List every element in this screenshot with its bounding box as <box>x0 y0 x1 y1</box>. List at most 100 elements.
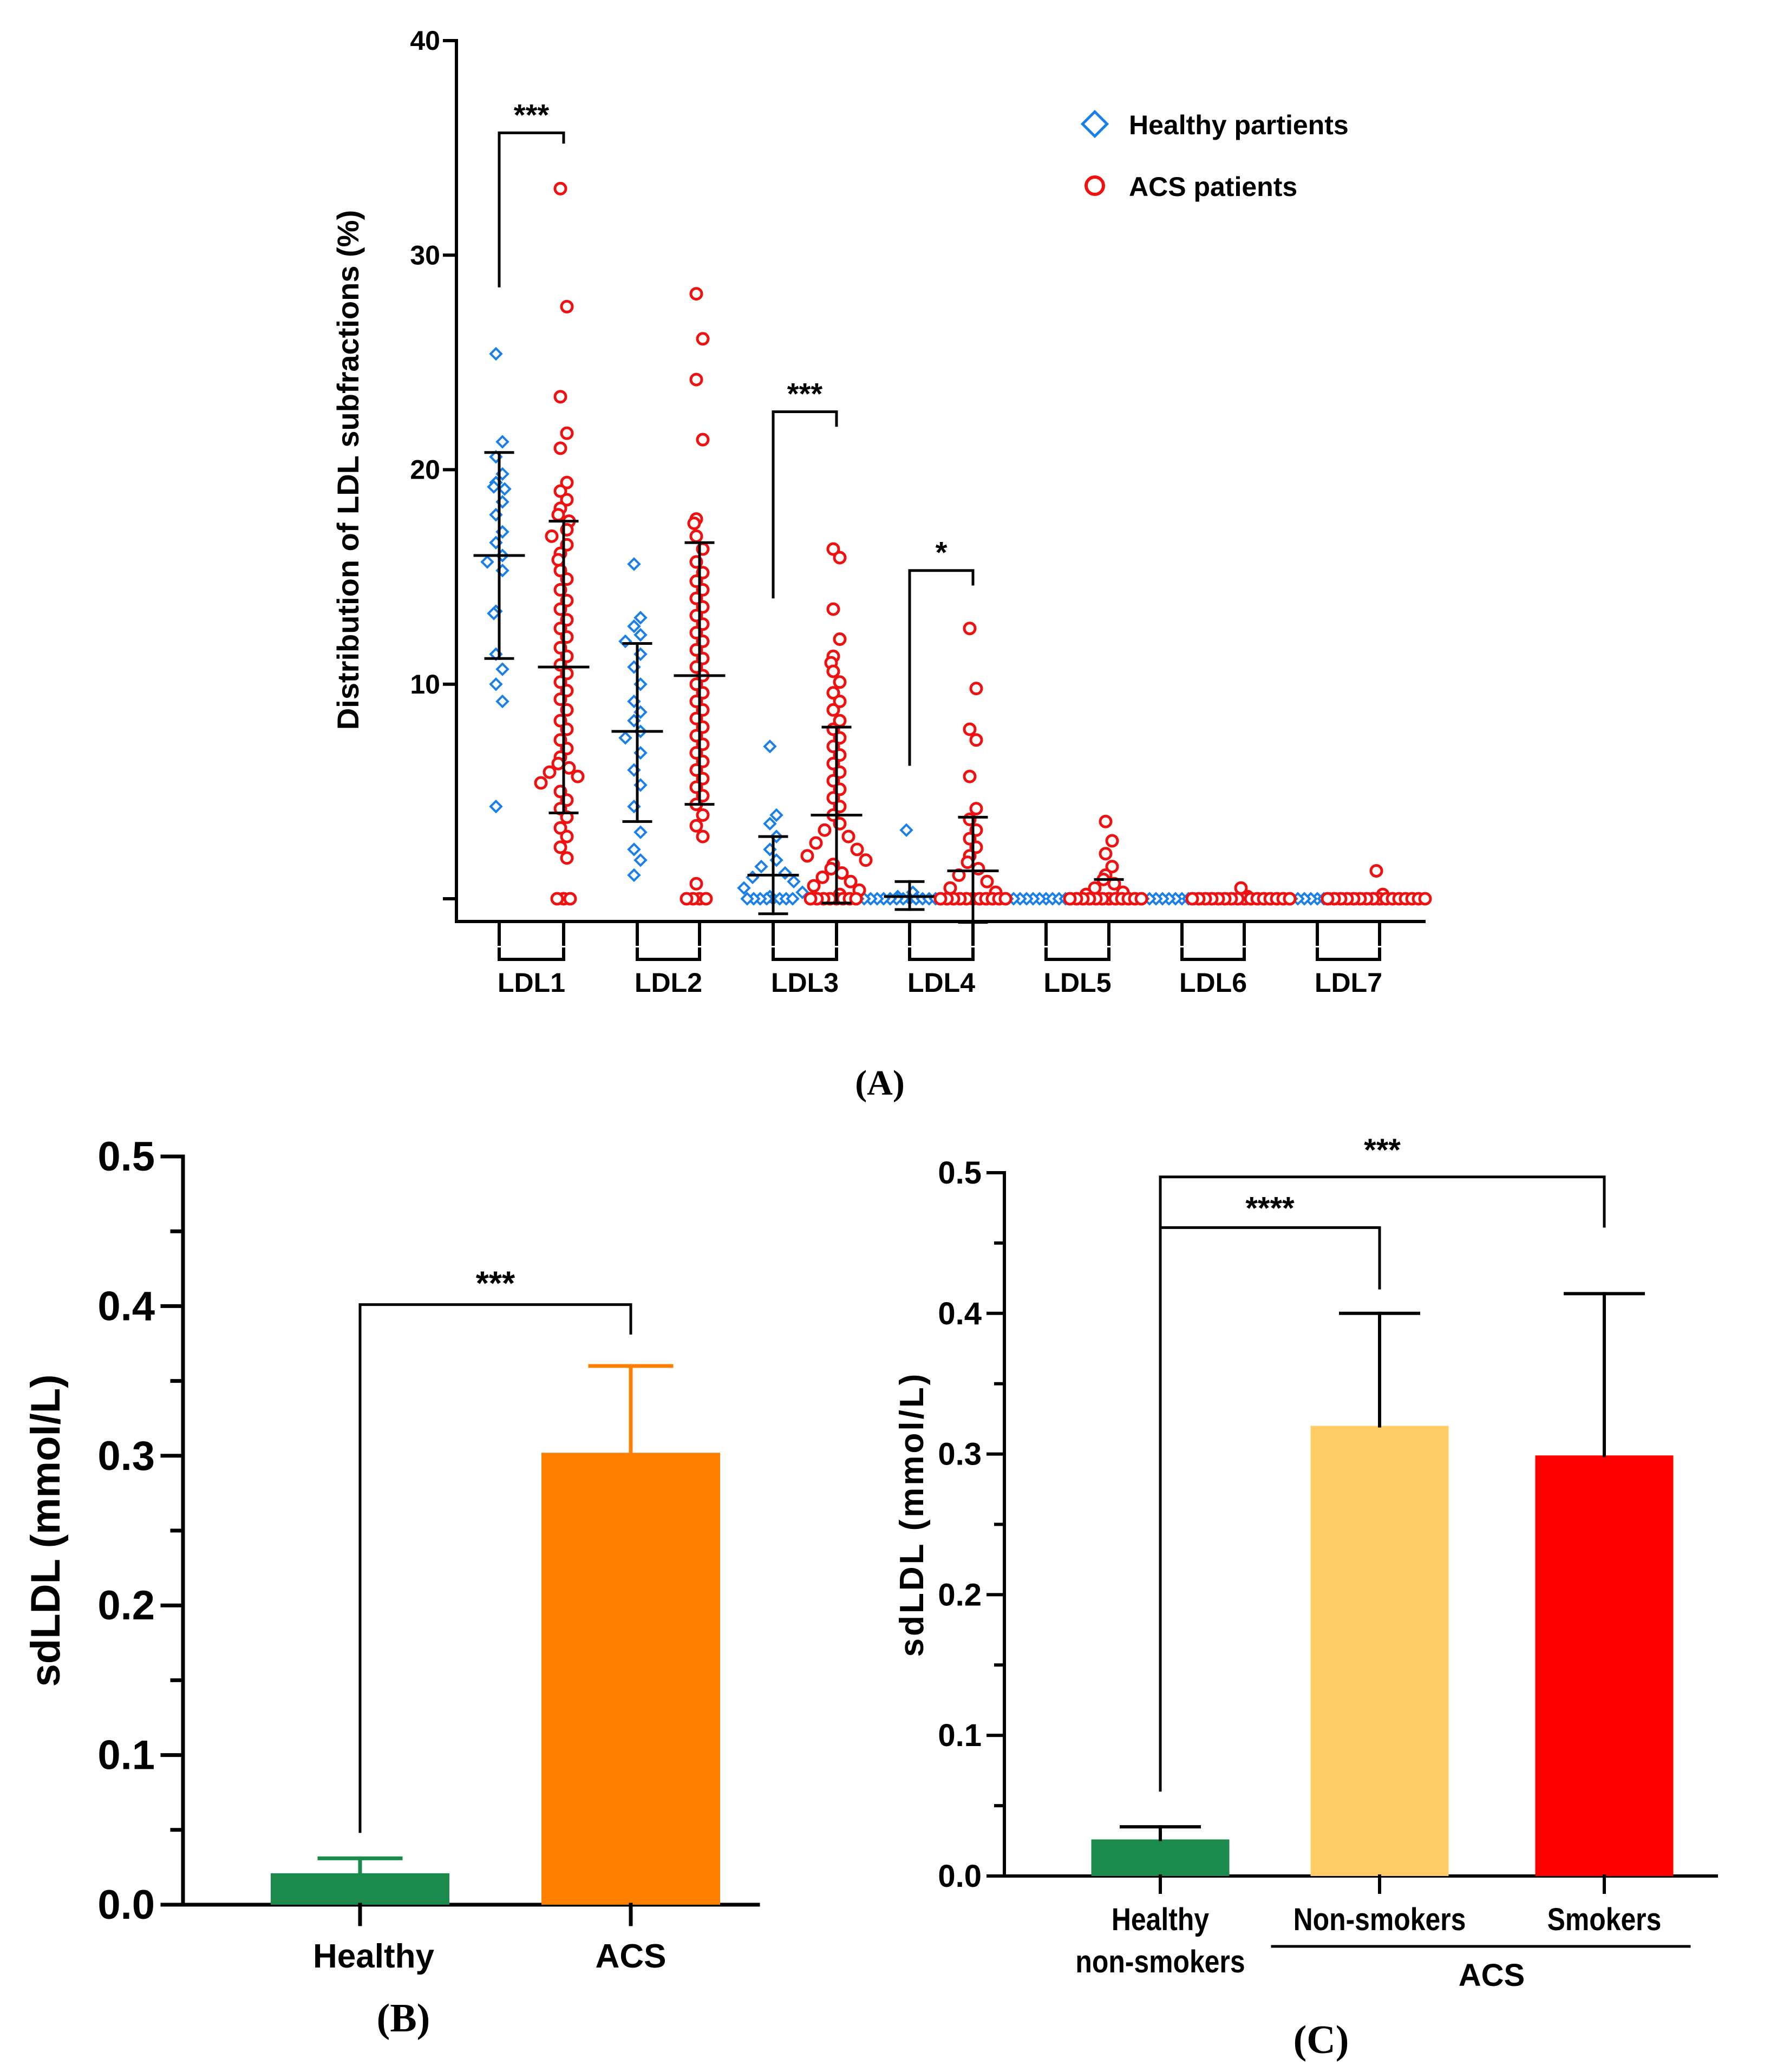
acs-data-point <box>809 836 823 850</box>
healthy-data-point <box>495 694 509 709</box>
category-bracket <box>772 947 838 961</box>
acs-data-point <box>850 842 864 857</box>
category-label-non-smokers: Non-smokers <box>1293 1903 1466 1937</box>
healthy-data-point <box>627 842 641 857</box>
y-tick-label: 30 <box>410 240 440 270</box>
y-tick-label: 0.1 <box>97 1733 155 1779</box>
acs-data-point <box>833 675 847 689</box>
significance-bracket <box>1159 1175 1606 1228</box>
acs-data-point <box>826 602 840 616</box>
panel-c-sdldl-smokers-bar-chart: 0.0 0.1 0.2 0.3 0.4 0.5 sdLDL (mmol/L) Healthy n… <box>893 1133 1718 2062</box>
acs-data-point <box>545 529 559 543</box>
significance-stars: * <box>936 535 948 570</box>
acs-data-point <box>815 870 829 884</box>
healthy-data-point <box>487 480 501 494</box>
acs-data-point <box>980 874 994 888</box>
acs-data-point <box>562 761 576 775</box>
significance-bracket <box>1159 1226 1381 1792</box>
acs-data-point <box>689 529 703 543</box>
acs-data-point <box>826 542 840 556</box>
healthy-data-point <box>633 825 648 839</box>
acs-data-point <box>859 853 873 867</box>
acs-data-point <box>1134 892 1148 906</box>
healthy-data-point <box>899 823 913 837</box>
acs-data-point <box>826 703 840 717</box>
legend-healthy-label: Healthy partients <box>1129 110 1349 140</box>
acs-data-point <box>696 829 710 844</box>
y-tick-label: 0.3 <box>97 1433 155 1479</box>
acs-data-point <box>563 892 577 906</box>
y-tick-label: 0.4 <box>938 1296 982 1331</box>
y-tick-label: 0.2 <box>938 1577 982 1612</box>
healthy-data-point <box>786 892 800 906</box>
acs-data-point <box>560 299 574 313</box>
healthy-data-point <box>633 611 648 625</box>
acs-data-point <box>689 819 703 833</box>
bar-healthy-non-smokers <box>1091 1839 1230 1876</box>
significance-stars: *** <box>787 377 823 411</box>
acs-data-point <box>841 829 855 844</box>
healthy-data-point <box>489 799 503 814</box>
significance-stars: *** <box>1364 1133 1401 1168</box>
acs-data-point <box>687 517 701 531</box>
acs-data-point <box>826 664 840 678</box>
acs-data-point <box>534 776 548 790</box>
category-label-healthy-non-smokers: non-smokers <box>1075 1945 1245 1979</box>
acs-data-point <box>833 694 847 708</box>
healthy-data-point <box>769 808 783 822</box>
y-tick-label: 0.1 <box>938 1718 982 1753</box>
category-bracket <box>498 947 565 961</box>
acs-data-point <box>803 892 818 906</box>
acs-data-point <box>969 682 983 696</box>
legend-acs-label: ACS patients <box>1129 172 1297 202</box>
healthy-data-point <box>618 634 632 649</box>
y-tick-label: 0.0 <box>938 1859 982 1894</box>
healthy-data-point <box>787 874 801 889</box>
acs-data-point <box>553 390 567 404</box>
acs-data-point <box>699 892 713 906</box>
acs-data-point <box>933 892 948 906</box>
healthy-data-point <box>740 892 754 906</box>
acs-data-point <box>969 802 983 816</box>
y-axis-title: sdLDL (mmol/L) <box>893 1372 931 1657</box>
category-bracket <box>1044 947 1110 961</box>
healthy-data-point <box>487 606 501 620</box>
acs-data-point <box>969 733 983 747</box>
acs-data-point <box>1283 892 1297 906</box>
healthy-data-point <box>498 482 512 496</box>
healthy-data-point <box>627 619 641 633</box>
bar-acs <box>541 1453 720 1905</box>
healthy-data-point <box>754 859 768 874</box>
acs-data-point <box>1099 847 1113 861</box>
acs-data-point <box>1063 892 1077 906</box>
acs-data-point <box>560 851 574 865</box>
acs-data-point <box>560 829 574 844</box>
y-tick-label: 20 <box>410 455 440 485</box>
healthy-data-point <box>618 731 632 745</box>
panel-a-label: (A) <box>855 1063 905 1103</box>
healthy-data-point <box>627 557 641 571</box>
acs-data-point <box>689 877 703 891</box>
significance-bracket <box>498 131 565 287</box>
category-label-ldl2: LDL2 <box>635 968 702 998</box>
category-label-ldl5: LDL5 <box>1044 968 1112 998</box>
acs-data-point <box>1105 860 1119 874</box>
acs-data-point <box>833 551 847 565</box>
acs-data-point <box>826 686 840 700</box>
bar-smokers <box>1535 1455 1674 1876</box>
acs-data-point <box>543 765 557 779</box>
acs-data-point <box>560 426 574 440</box>
bar-non-smokers <box>1310 1426 1449 1876</box>
acs-data-point <box>961 855 975 870</box>
y-tick-label: 40 <box>410 25 440 56</box>
category-label-ldl6: LDL6 <box>1179 968 1247 998</box>
acs-data-point <box>824 862 838 876</box>
acs-data-point <box>696 433 710 447</box>
y-tick-label: 0.4 <box>97 1283 155 1329</box>
acs-data-point <box>1418 892 1432 906</box>
y-tick-label: 10 <box>410 669 440 700</box>
healthy-data-point <box>480 555 494 569</box>
significance-stars: *** <box>476 1265 515 1303</box>
healthy-data-point <box>737 881 751 895</box>
